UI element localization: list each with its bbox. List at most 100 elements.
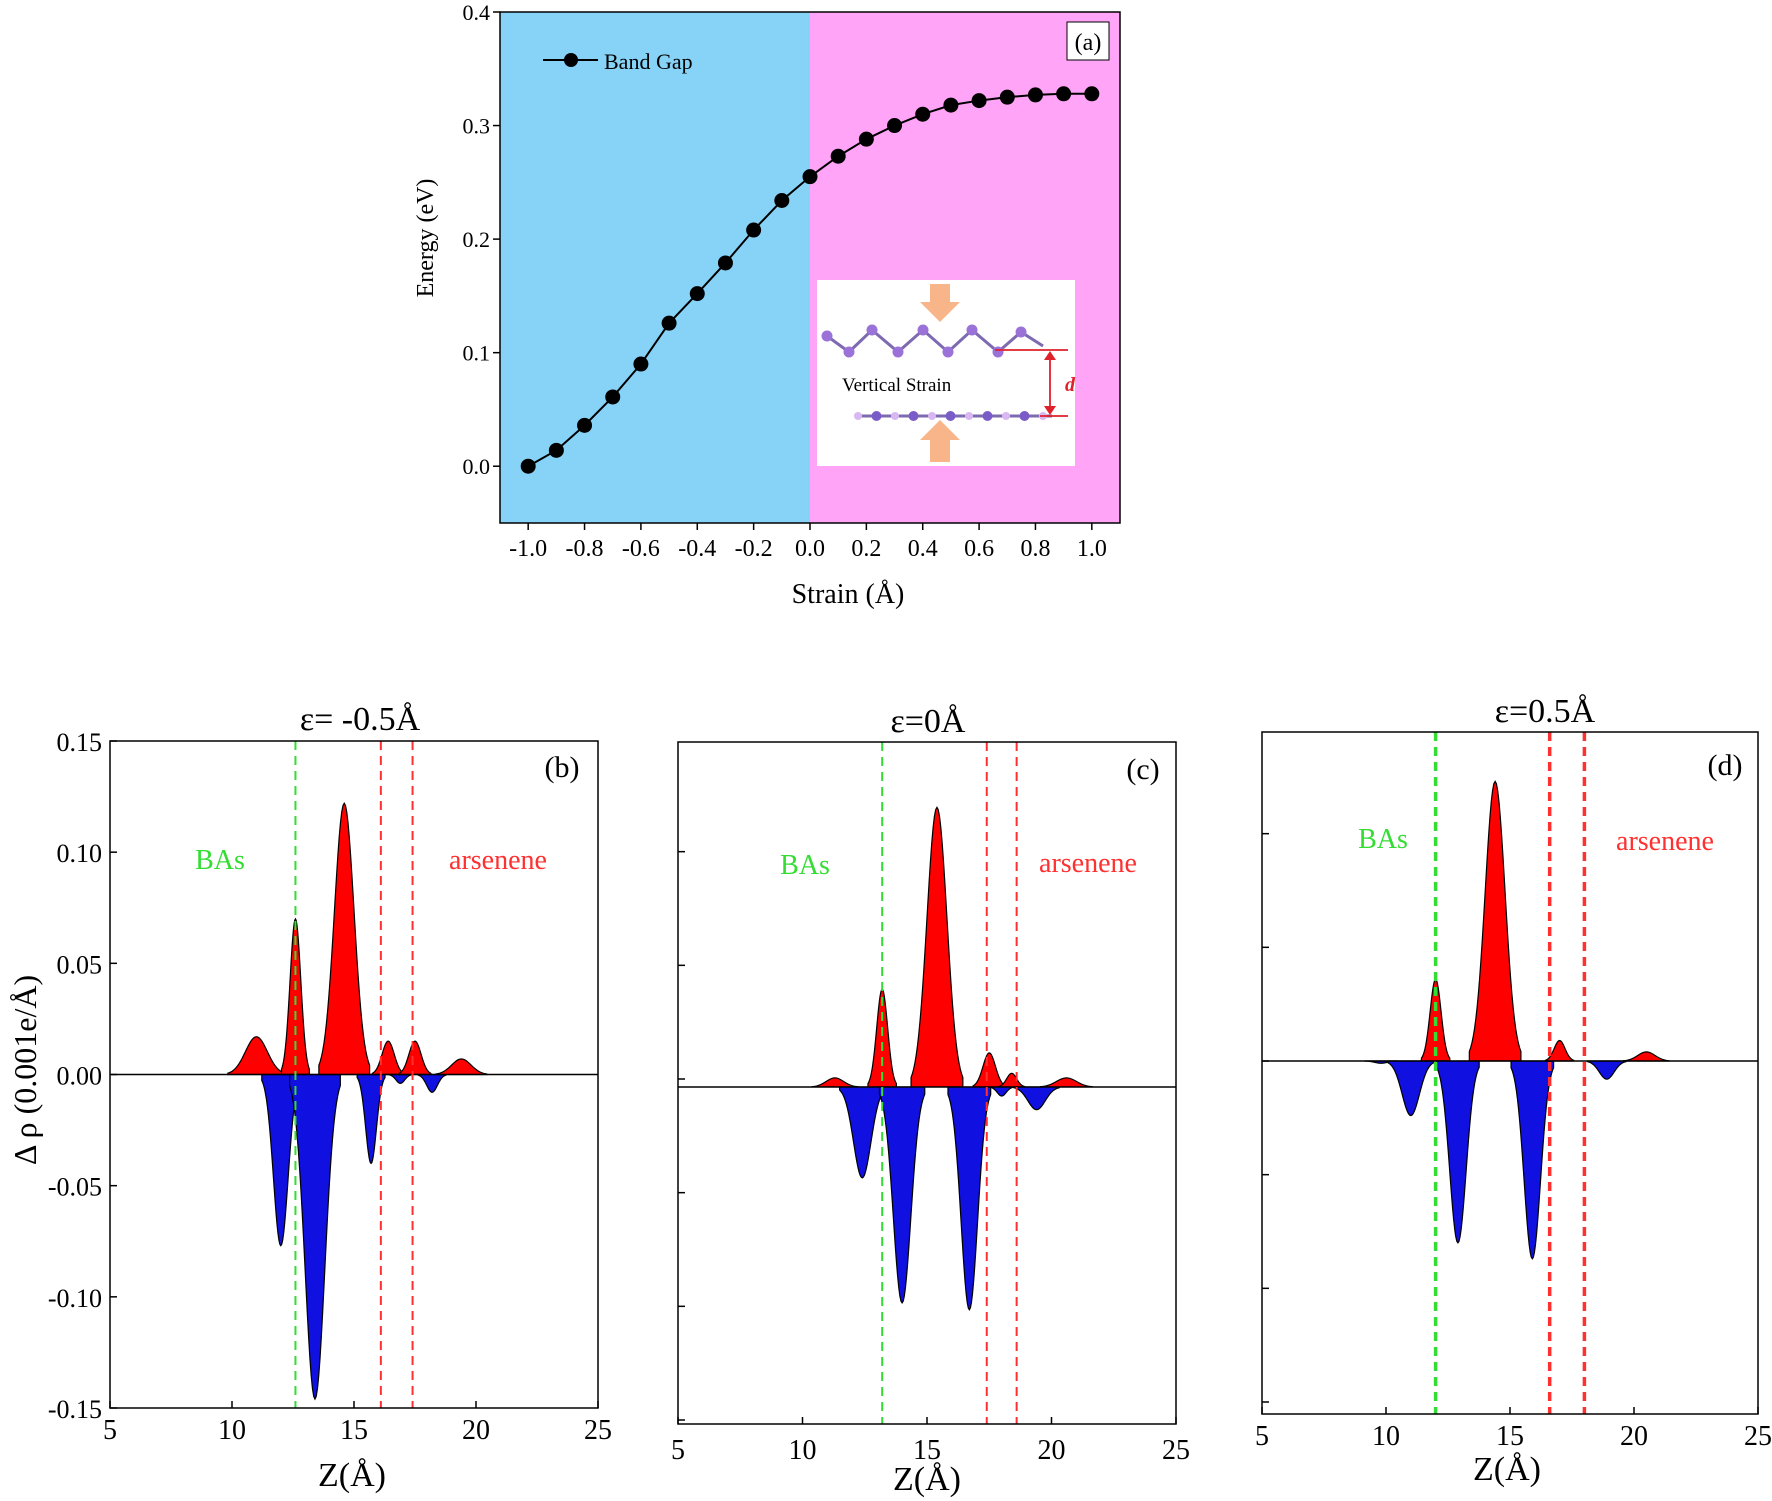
y-tick-label: 0.15: [57, 728, 103, 757]
charge-depletion-peak: [1387, 1060, 1434, 1117]
panel-label: (d): [1708, 749, 1743, 782]
charge-accumulation-peak: [398, 1040, 432, 1076]
charge-accumulation-peak: [227, 1036, 286, 1076]
charge-accumulation-peak: [318, 802, 371, 1076]
data-point: [548, 442, 564, 458]
panel-label: (b): [545, 751, 580, 784]
y-tick-label: 0.2: [463, 227, 491, 252]
x-axis-label: Z(Å): [1473, 1451, 1541, 1488]
interface-lines: [1433, 732, 1587, 1414]
atom: [891, 412, 899, 420]
x-tick-label: 5: [671, 1435, 685, 1466]
atom: [992, 346, 1004, 358]
x-tick-label: -0.6: [622, 536, 660, 562]
atom: [982, 411, 993, 421]
x-tick-label: 20: [1620, 1421, 1648, 1452]
charge-depletion-peak: [1586, 1060, 1627, 1080]
data-point: [689, 286, 705, 302]
x-tick-label: 5: [1255, 1421, 1269, 1452]
x-tick-label: 10: [218, 1415, 246, 1446]
atom: [821, 330, 833, 342]
y-tick-label: 0.00: [57, 1062, 103, 1091]
arsenene-label: arsenene: [449, 845, 547, 876]
x-tick-label: -0.4: [678, 536, 716, 562]
panel-c: 5 10 15 20 25 ε=0Å (c) BAs arsenene Z(Å): [671, 703, 1190, 1498]
panel-b: 5 10 15 20 25 -0.15 -0.10 -0.05 0.00 0.05 0.10 0.15…: [7, 701, 612, 1494]
flat-layer-atoms: [854, 411, 1047, 421]
arrow-down-icon: [920, 284, 960, 322]
panel-title: ε=0.5Å: [1495, 693, 1596, 730]
x-tick-label: 10: [1372, 1421, 1400, 1452]
bas-label: BAs: [1358, 824, 1408, 855]
charge-accumulation-peak: [371, 1040, 405, 1076]
inset-schematic: d Vertical Strain: [817, 280, 1076, 466]
x-tick-label: 25: [584, 1415, 612, 1446]
data-point: [661, 315, 677, 331]
d-label: d: [1065, 374, 1076, 396]
charge-density-fills: [227, 802, 488, 1401]
y-tick-label: 0.05: [57, 950, 103, 979]
x-tick-label: 15: [340, 1415, 368, 1446]
y-tick-label: -0.15: [48, 1395, 102, 1424]
atom: [1002, 412, 1010, 420]
data-point: [971, 93, 987, 109]
y-tick-label: -0.10: [48, 1284, 102, 1313]
atom: [928, 412, 936, 420]
atom: [965, 412, 973, 420]
legend-marker: [564, 53, 578, 67]
data-point: [943, 97, 959, 113]
charge-accumulation-peak: [972, 1052, 1007, 1088]
x-tick-label: 15: [913, 1435, 941, 1466]
data-point: [520, 458, 536, 474]
atom: [942, 346, 954, 358]
charge-depletion-peak: [878, 1086, 926, 1305]
y-axis-label: Δ ρ (0.001e/Å): [7, 975, 43, 1165]
d-arrowhead-bottom: [1044, 406, 1056, 415]
charge-depletion-peak: [989, 1086, 1014, 1097]
data-point: [915, 106, 931, 122]
arsenene-label: arsenene: [1039, 848, 1137, 879]
atom: [945, 411, 956, 421]
atom: [871, 411, 882, 421]
atom: [854, 412, 862, 420]
data-point: [1084, 86, 1100, 102]
data-point: [1056, 86, 1072, 102]
axis-ticks: 5 10 15 20 25 -0.15 -0.10 -0.05 0.00 0.05 0.10 0.15: [48, 728, 612, 1446]
charge-accumulation-peak: [1468, 780, 1522, 1062]
x-tick-label: 1.0: [1077, 536, 1107, 562]
panel-label: (a): [1075, 30, 1102, 56]
arsenene-label: arsenene: [1616, 826, 1714, 857]
compressive-region: [500, 12, 810, 523]
charge-density-fills: [1364, 780, 1670, 1260]
data-point: [1027, 87, 1043, 103]
atom: [1015, 326, 1027, 338]
y-tick-label: -0.05: [48, 1173, 102, 1202]
panel-d: 5 10 15 20 25 ε=0.5Å (d) BAs arsenene Z(Å): [1255, 693, 1772, 1488]
axis-ticks: 5 10 15 20 25: [671, 850, 1190, 1466]
legend-entry: Band Gap: [604, 49, 693, 74]
charge-accumulation-peak: [1544, 1039, 1575, 1062]
panel-title: ε= -0.5Å: [300, 701, 421, 738]
x-tick-label: 0.2: [851, 536, 881, 562]
x-tick-label: 0.6: [964, 536, 994, 562]
atom: [866, 324, 878, 336]
series-points: [520, 86, 1100, 474]
x-tick-label: 0.4: [908, 536, 938, 562]
y-axis-label: Energy (eV): [413, 179, 439, 298]
x-tick-label: 20: [1038, 1435, 1066, 1466]
atom: [1019, 411, 1030, 421]
axis-ticks: -1.0 -0.8 -0.6 -0.4 -0.2 0.0 0.2 0.4 0.6 0.8 1.0 0.…: [463, 0, 1107, 562]
data-point: [577, 417, 593, 433]
charge-accumulation-peak: [998, 1072, 1026, 1088]
data-point: [605, 389, 621, 405]
inset-label: Vertical Strain: [842, 375, 952, 396]
data-point: [717, 255, 733, 271]
data-point: [746, 222, 762, 238]
x-tick-label: -0.2: [735, 536, 773, 562]
atom: [908, 411, 919, 421]
charge-accumulation-peak: [811, 1077, 859, 1088]
x-tick-label: -0.8: [566, 536, 604, 562]
panel-title: ε=0Å: [890, 703, 965, 740]
x-tick-label: 0.0: [795, 536, 825, 562]
